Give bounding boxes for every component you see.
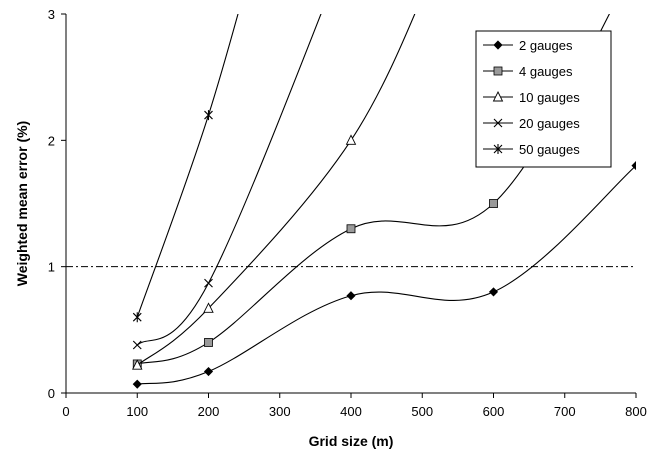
- data-point-10-gauges-100: [132, 359, 143, 370]
- legend-marker-icon: [493, 40, 503, 50]
- legend-marker-icon: [493, 144, 503, 154]
- legend-entry: 50 gauges: [483, 142, 580, 157]
- legend-label: 10 gauges: [519, 90, 580, 105]
- y-tick-label: 1: [48, 260, 55, 275]
- x-tick-label: 100: [126, 404, 148, 419]
- x-axis-title: Grid size (m): [309, 433, 394, 449]
- series-line-2-gauges: [137, 165, 636, 385]
- x-tick-label: 0: [62, 404, 69, 419]
- x-tick-label: 400: [340, 404, 362, 419]
- legend-entry: 2 gauges: [483, 38, 573, 53]
- series-5-group: [132, 14, 239, 323]
- data-point-2-gauges-800: [631, 161, 636, 171]
- legend-label: 50 gauges: [519, 142, 580, 157]
- x-tick-label: 200: [198, 404, 220, 419]
- x-tick-label: 300: [269, 404, 291, 419]
- x-tick-label: 800: [625, 404, 647, 419]
- y-tick-label: 2: [48, 133, 55, 148]
- series-line-10-gauges: [136, 14, 416, 366]
- x-tick-label: 700: [554, 404, 576, 419]
- legend-marker-icon: [492, 90, 504, 102]
- x-tick-label: 600: [483, 404, 505, 419]
- data-point-4-gauges-200: [204, 338, 213, 347]
- data-point-10-gauges-200: [203, 302, 214, 313]
- legend-label: 4 gauges: [519, 64, 573, 79]
- data-point-10-gauges-400: [345, 134, 357, 145]
- legend-entry: 4 gauges: [483, 64, 573, 79]
- data-point-50-gauges-200: [204, 110, 213, 121]
- data-point-2-gauges-400: [346, 291, 356, 301]
- series-1-group: [132, 161, 636, 389]
- series-line-20-gauges: [136, 14, 322, 346]
- legend-marker-icon: [493, 66, 503, 76]
- data-point-2-gauges-100: [132, 379, 142, 389]
- data-point-2-gauges-600: [488, 287, 499, 297]
- legend-label: 2 gauges: [519, 38, 573, 53]
- series-4-group: [132, 14, 322, 350]
- legend-marker-icon: [493, 118, 503, 128]
- series-line-50-gauges: [136, 14, 239, 318]
- legend-entry: 10 gauges: [483, 90, 580, 105]
- data-point-4-gauges-600: [489, 199, 498, 208]
- data-point-4-gauges-400: [346, 224, 356, 234]
- data-point-50-gauges-100: [132, 312, 142, 323]
- data-point-20-gauges-100: [132, 340, 142, 350]
- legend-label: 20 gauges: [519, 116, 580, 131]
- data-point-20-gauges-200: [204, 278, 213, 288]
- legend-entry: 20 gauges: [483, 116, 580, 131]
- x-tick-label: 500: [411, 404, 433, 419]
- y-tick-label: 0: [48, 386, 55, 401]
- data-point-2-gauges-200: [203, 366, 214, 377]
- y-axis-title: Weighted mean error (%): [14, 121, 30, 286]
- y-tick-label: 3: [48, 7, 55, 22]
- series-3-group: [132, 14, 416, 370]
